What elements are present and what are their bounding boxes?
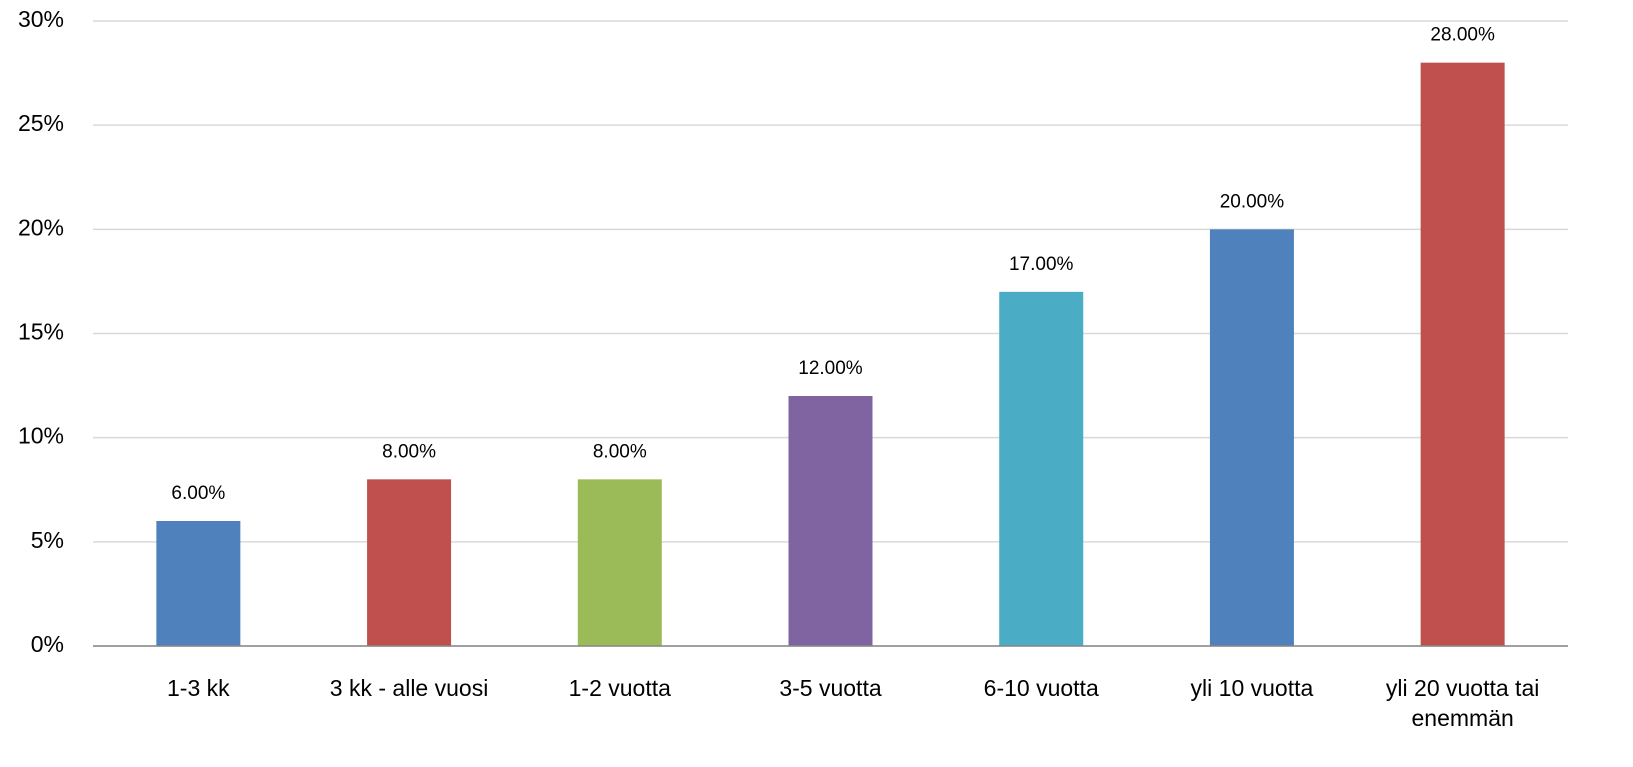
x-tick-label: 3-5 vuotta — [779, 675, 882, 701]
y-tick-label: 30% — [18, 6, 64, 32]
value-label: 8.00% — [382, 441, 436, 462]
y-tick-label: 15% — [18, 319, 64, 345]
x-tick-label: 3 kk - alle vuosi — [329, 675, 489, 701]
value-label: 6.00% — [171, 483, 225, 504]
x-tick-label: 6-10 vuotta — [983, 675, 1099, 701]
bar — [577, 479, 662, 646]
bar — [999, 291, 1084, 646]
x-tick-label: 1-3 kk — [167, 675, 230, 701]
bar — [788, 396, 873, 646]
bar — [1420, 62, 1505, 646]
y-tick-label: 25% — [18, 110, 64, 136]
bar — [156, 521, 241, 646]
y-tick-label: 10% — [18, 423, 64, 449]
x-tick-label: 1-2 vuotta — [568, 675, 671, 701]
x-tick-label: yli 20 vuotta tai enemmän — [1385, 675, 1540, 731]
bar — [1209, 229, 1294, 647]
value-label: 28.00% — [1430, 25, 1495, 46]
bar — [367, 479, 452, 646]
value-label: 17.00% — [1009, 254, 1074, 275]
value-label: 8.00% — [593, 441, 647, 462]
value-label: 12.00% — [798, 358, 863, 379]
y-tick-label: 0% — [31, 631, 64, 657]
x-tick-label: yli 10 vuotta — [1190, 675, 1314, 701]
y-tick-label: 5% — [31, 527, 64, 553]
value-label: 20.00% — [1220, 191, 1285, 212]
y-tick-label: 20% — [18, 214, 64, 240]
